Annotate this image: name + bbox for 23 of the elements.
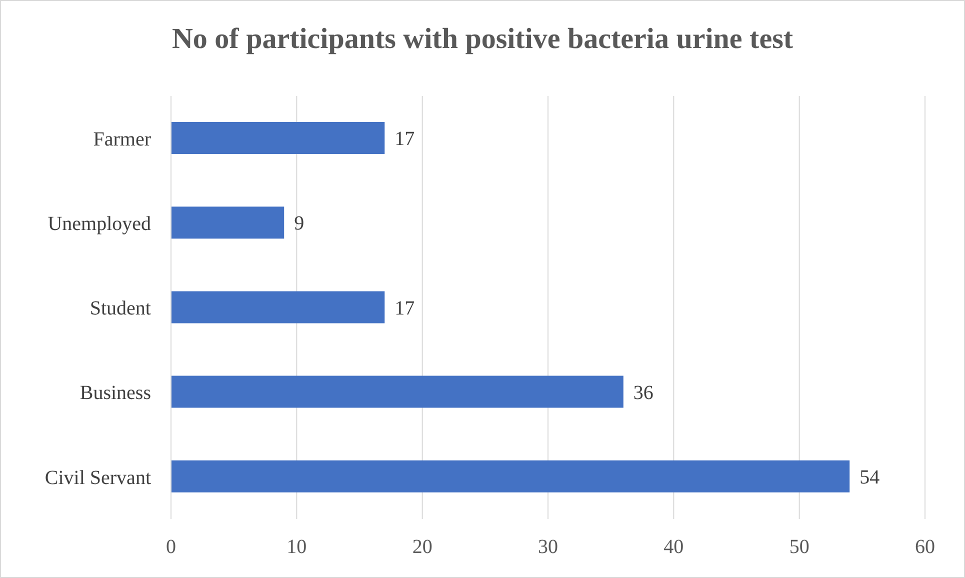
bar [171,460,850,492]
y-tick-label: Unemployed [48,213,151,235]
x-tick-label: 60 [915,536,935,558]
data-label: 17 [394,128,415,150]
x-tick-label: 20 [412,536,432,558]
bar [171,122,385,154]
x-tick-label: 10 [286,536,307,558]
data-label: 9 [294,212,304,235]
x-tick-label: 50 [789,536,810,558]
y-tick-label: Farmer [93,128,152,150]
data-label: 54 [860,466,880,488]
x-tick-label: 30 [538,536,558,558]
y-tick-label: Business [80,382,152,404]
y-tick-label: Civil Servant [44,466,152,489]
x-tick-label: 40 [664,536,684,558]
chart-title: No of participants with positive bacteria urine test [170,23,794,56]
y-tick-label: Student [90,298,152,320]
x-tick-label: 0 [166,536,176,558]
bar [171,376,624,408]
bar [171,206,284,239]
bar [171,291,385,324]
data-label: 17 [394,297,415,320]
data-label: 36 [633,382,654,404]
